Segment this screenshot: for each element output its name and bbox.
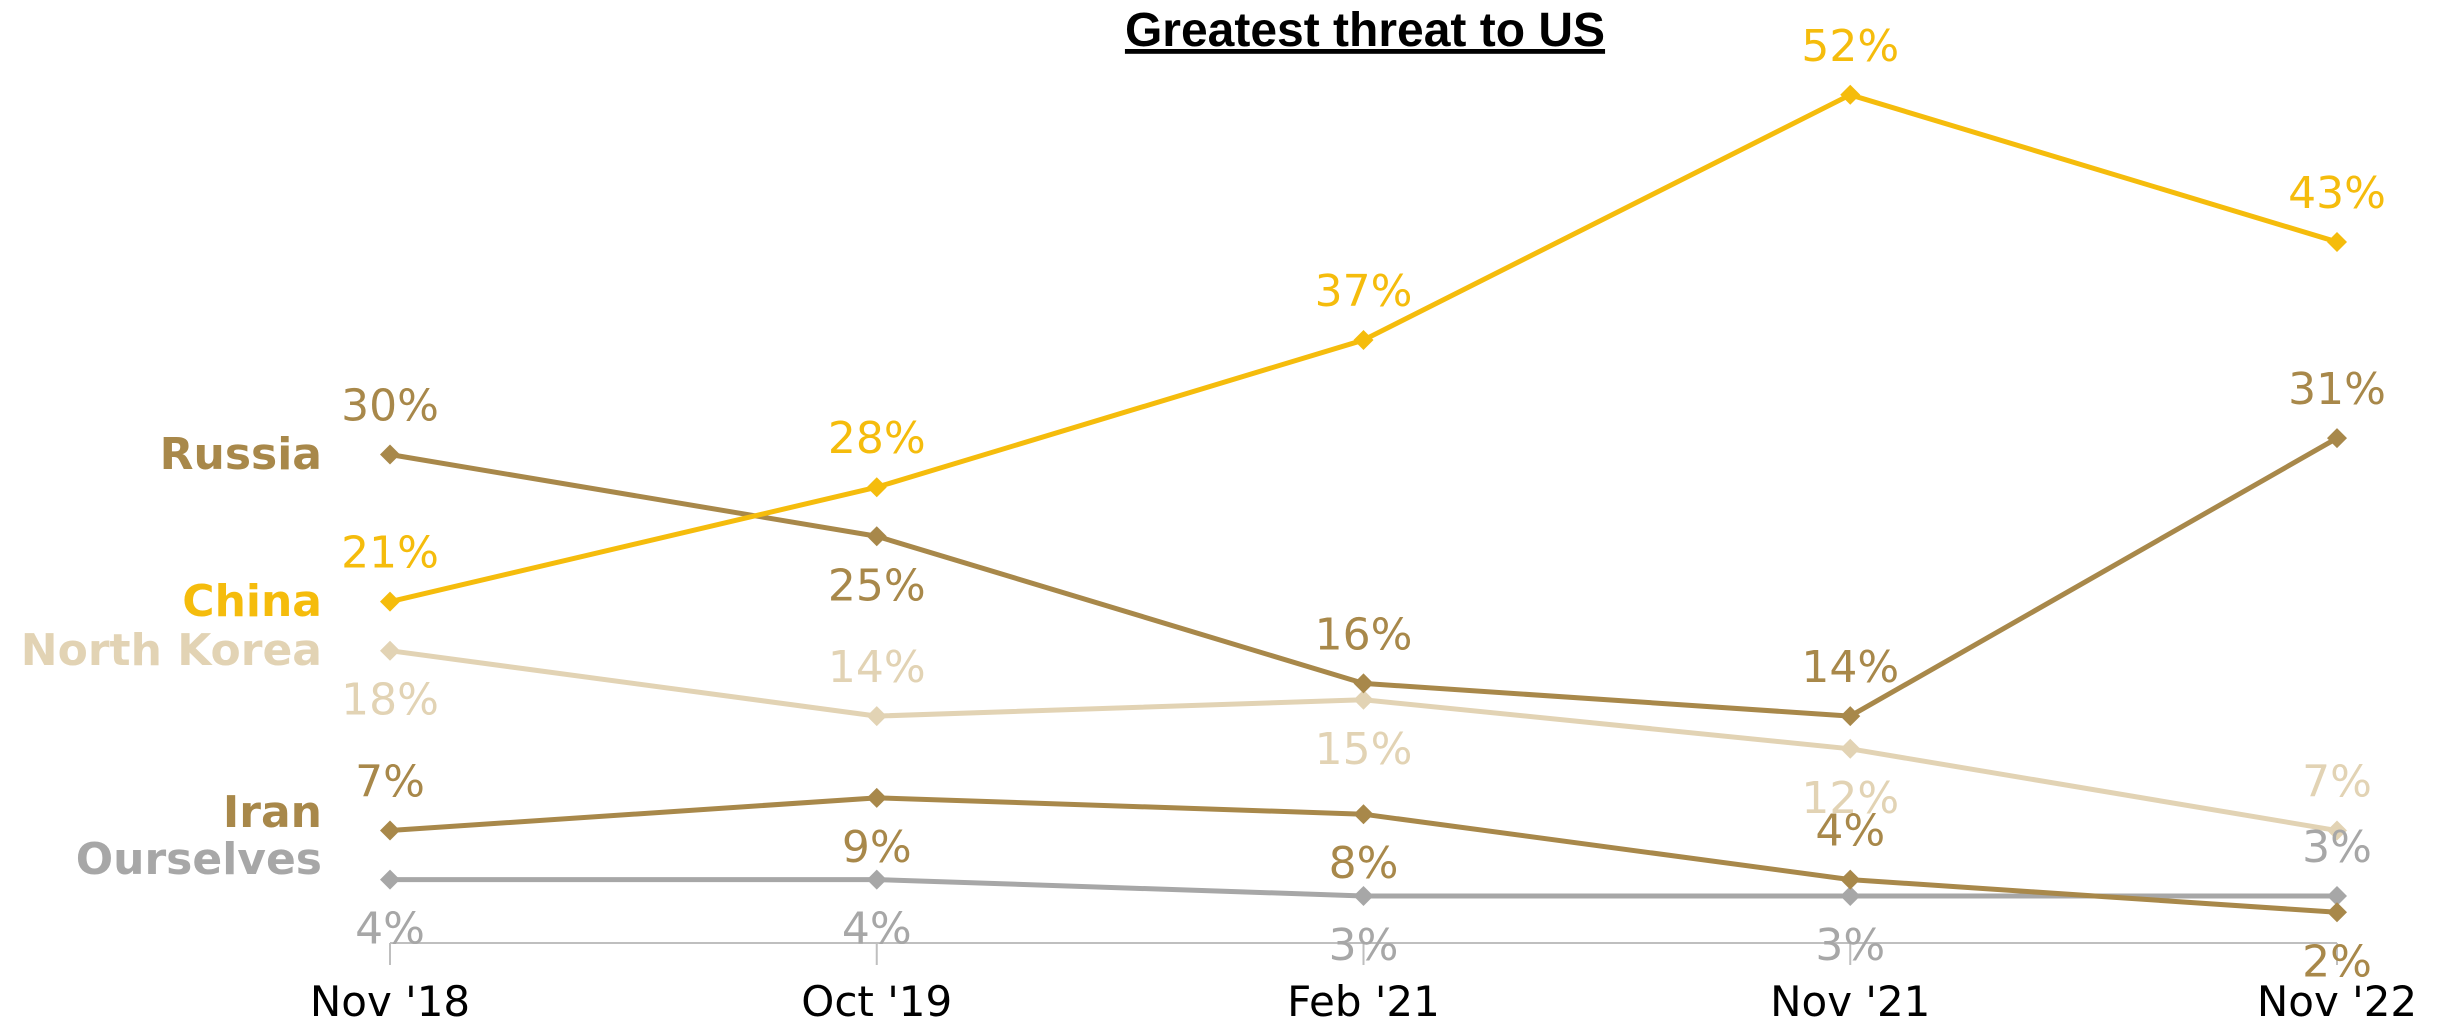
data-label-north-korea: 12% (1801, 773, 1899, 824)
x-tick-label: Oct '19 (801, 977, 952, 1026)
data-label-iran: 7% (355, 757, 425, 808)
data-label-ourselves: 3% (1815, 920, 1885, 971)
data-label-north-korea: 7% (2302, 757, 2372, 808)
data-point-china (866, 477, 887, 498)
data-label-china: 37% (1315, 266, 1413, 317)
data-point-north-korea (1840, 738, 1861, 759)
data-label-china: 21% (341, 528, 439, 579)
data-label-china: 52% (1801, 21, 1899, 72)
data-label-china: 28% (828, 413, 926, 464)
data-label-russia: 31% (2288, 364, 2386, 415)
data-point-north-korea (380, 640, 400, 661)
data-label-russia: 30% (341, 381, 439, 432)
data-point-russia (2327, 428, 2347, 449)
data-label-iran: 2% (2302, 936, 2372, 987)
x-tick-label: Nov '21 (1770, 977, 1930, 1026)
data-labels: 30% 25% 16% 14% 31% 21% 28% 37% 52% 43% 18% 14% 15% 1… (341, 21, 2386, 987)
x-axis: Nov '18 Oct '19 Feb '21 Nov '21 Nov '22 (310, 943, 2417, 1026)
x-tick-label: Feb '21 (1287, 977, 1440, 1026)
data-label-russia: 16% (1315, 609, 1413, 660)
data-point-iran (1353, 804, 1374, 825)
data-point-ourselves (1840, 885, 1861, 906)
chart-title: Greatest threat to US (1125, 4, 1605, 57)
x-tick-label: Nov '22 (2257, 977, 2417, 1026)
data-point-north-korea (866, 706, 887, 727)
data-label-china: 43% (2288, 168, 2386, 219)
data-point-china (380, 591, 400, 612)
data-label-ourselves: 3% (1329, 920, 1399, 971)
data-point-north-korea (1353, 689, 1374, 710)
data-point-ourselves (2327, 885, 2347, 906)
data-point-china (1840, 84, 1861, 105)
series-lines (380, 84, 2347, 923)
data-label-north-korea: 18% (341, 675, 439, 726)
data-point-iran (866, 787, 887, 808)
series-name-ourselves: Ourselves (76, 834, 322, 885)
data-point-ourselves (380, 869, 400, 890)
data-label-iran: 4% (1815, 806, 1885, 857)
series-name-china: China (182, 576, 322, 627)
series-name-iran: Iran (223, 787, 322, 838)
data-label-russia: 25% (828, 560, 926, 611)
data-point-russia (380, 444, 400, 465)
series-name-north-korea: North Korea (21, 625, 322, 676)
data-label-iran: 9% (842, 822, 912, 873)
data-point-russia (1353, 673, 1374, 694)
series-name-russia: Russia (160, 429, 322, 480)
data-point-iran (380, 820, 400, 841)
data-point-ourselves (1353, 885, 1374, 906)
data-point-russia (1840, 706, 1861, 727)
data-label-iran: 8% (1329, 838, 1399, 889)
data-label-ourselves: 4% (842, 904, 912, 955)
data-point-china (1353, 330, 1374, 351)
data-point-china (2327, 231, 2347, 252)
data-point-ourselves (866, 869, 887, 890)
data-label-ourselves: 4% (355, 904, 425, 955)
x-tick-label: Nov '18 (310, 977, 470, 1026)
data-label-north-korea: 15% (1315, 724, 1413, 775)
data-label-russia: 14% (1801, 642, 1899, 693)
data-point-russia (866, 526, 887, 547)
data-label-ourselves: 3% (2302, 822, 2372, 873)
data-point-iran (2327, 902, 2347, 923)
data-label-north-korea: 14% (828, 642, 926, 693)
data-point-iran (1840, 869, 1861, 890)
data-point-north-korea (2327, 820, 2347, 841)
